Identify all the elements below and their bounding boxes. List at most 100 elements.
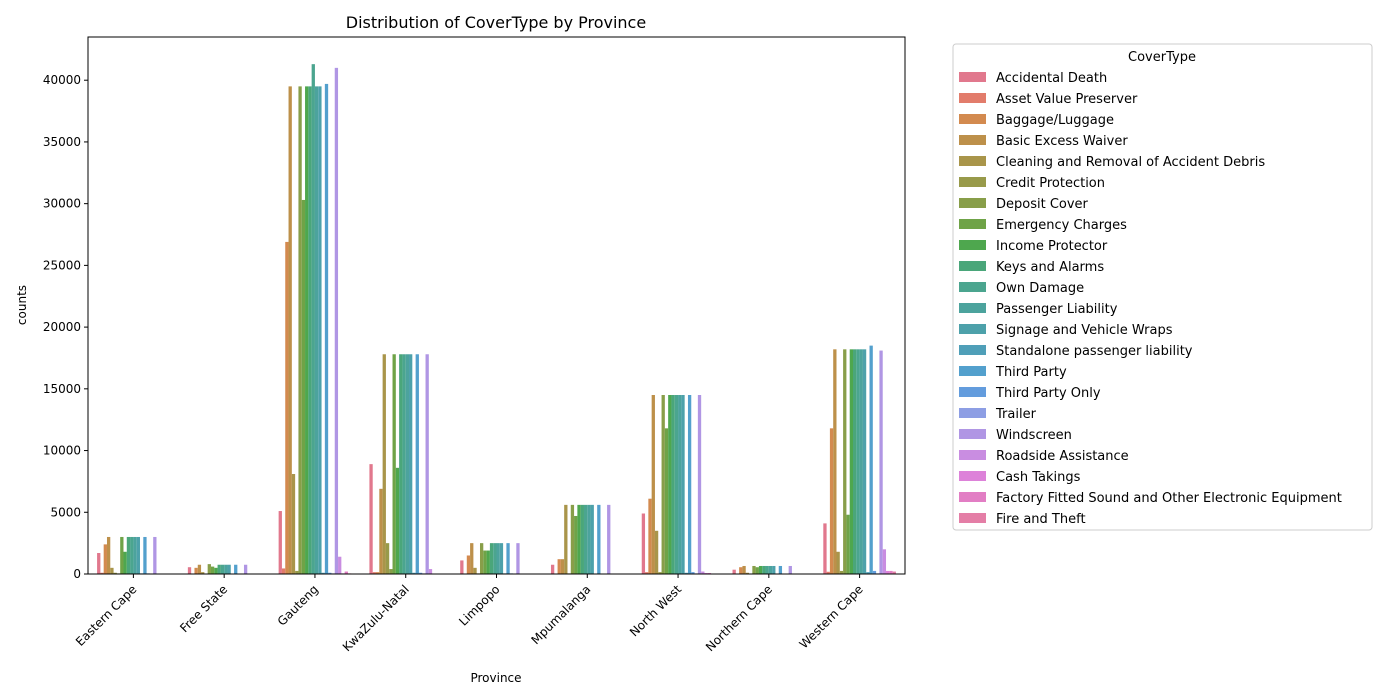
legend-swatch	[959, 156, 986, 166]
x-tick-label: Gauteng	[275, 582, 321, 628]
legend-swatch	[959, 408, 986, 418]
x-tick-label: Northern Cape	[703, 582, 775, 654]
bar	[314, 86, 319, 574]
bar	[496, 543, 500, 574]
bar	[466, 555, 471, 574]
bar	[493, 543, 497, 574]
bar	[745, 572, 750, 574]
bar	[836, 551, 840, 574]
bar	[892, 571, 896, 574]
bar	[227, 564, 231, 574]
bar	[758, 565, 763, 574]
y-axis: 0 5000 10000 15000 20000 25000 30000 35000 40000	[43, 73, 88, 581]
legend-entry: Accidental Death	[996, 71, 1107, 86]
bar	[479, 543, 484, 574]
legend-swatch	[959, 429, 986, 439]
bar	[100, 572, 104, 574]
bar	[425, 354, 429, 574]
bar	[120, 536, 124, 574]
bar	[778, 565, 783, 574]
legend-swatch	[959, 261, 986, 271]
bar	[697, 395, 702, 574]
bar	[187, 567, 192, 574]
legend-swatch	[959, 93, 986, 103]
legend-swatch	[959, 282, 986, 292]
bar	[879, 350, 883, 574]
legend-title: CoverType	[1128, 50, 1196, 65]
bar	[742, 565, 746, 574]
bar	[859, 349, 863, 574]
bar	[661, 395, 665, 574]
bar	[772, 565, 776, 574]
legend-entry: Deposit Cover	[996, 197, 1089, 212]
bar	[499, 543, 504, 574]
legend-entry: Asset Value Preserver	[996, 92, 1138, 107]
bar	[130, 536, 134, 574]
bar	[338, 556, 342, 574]
plot-frame	[87, 36, 906, 575]
bar	[418, 572, 423, 574]
bar	[550, 564, 555, 574]
legend-entry: Standalone passenger liability	[996, 344, 1193, 359]
bar	[106, 536, 111, 574]
bar	[516, 543, 520, 574]
x-tick-label: Limpopo	[456, 582, 502, 628]
bar	[587, 504, 591, 574]
legend-entry: Roadside Assistance	[996, 449, 1129, 464]
bar	[681, 395, 685, 574]
bar	[334, 67, 339, 575]
bar	[641, 513, 646, 574]
bar	[288, 86, 292, 574]
bar	[691, 572, 695, 574]
bar	[110, 567, 114, 574]
x-tick-label: Free State	[177, 582, 230, 635]
bar	[560, 559, 565, 574]
legend-swatch	[959, 135, 986, 145]
bar	[886, 570, 890, 574]
bar	[849, 349, 854, 574]
bar	[197, 564, 202, 574]
legend-swatch	[959, 240, 986, 250]
bar	[752, 565, 756, 574]
legend-swatch	[959, 471, 986, 481]
legend-entry: Cleaning and Removal of Accident Debris	[996, 155, 1265, 170]
legend-swatch	[959, 114, 986, 124]
legend: CoverType Accidental Death Asset Value Pr…	[952, 43, 1373, 531]
legend-entry: Keys and Alarms	[996, 260, 1104, 275]
bar	[557, 559, 561, 574]
legend-swatch	[959, 387, 986, 397]
bar	[409, 354, 413, 574]
legend-swatch	[959, 324, 986, 334]
bar	[739, 567, 743, 574]
x-tick-label: Eastern Cape	[73, 582, 140, 649]
bar	[194, 567, 198, 574]
bar	[113, 572, 117, 574]
bar	[324, 83, 329, 574]
bar	[376, 572, 380, 574]
legend-swatch	[959, 345, 986, 355]
bar	[234, 564, 238, 574]
bar	[823, 523, 827, 574]
bar	[126, 536, 131, 574]
bar	[285, 241, 289, 575]
bar	[607, 504, 611, 574]
bar	[489, 543, 494, 574]
legend-entry: Third Party	[995, 365, 1067, 380]
bar	[701, 571, 705, 574]
bar	[217, 564, 221, 574]
legend-swatch	[959, 177, 986, 187]
bar	[389, 569, 393, 574]
y-tick-label: 0	[73, 567, 81, 581]
bar	[826, 571, 830, 574]
bar	[210, 566, 215, 574]
bar	[473, 567, 477, 574]
y-tick-label: 40000	[43, 73, 81, 87]
bar	[428, 569, 433, 574]
bar	[678, 395, 682, 574]
bar	[843, 349, 847, 574]
legend-swatch	[959, 198, 986, 208]
bar	[862, 349, 867, 574]
bar	[224, 564, 228, 574]
bar	[470, 543, 474, 574]
legend-entry: Factory Fitted Sound and Other Electroni…	[996, 491, 1342, 506]
